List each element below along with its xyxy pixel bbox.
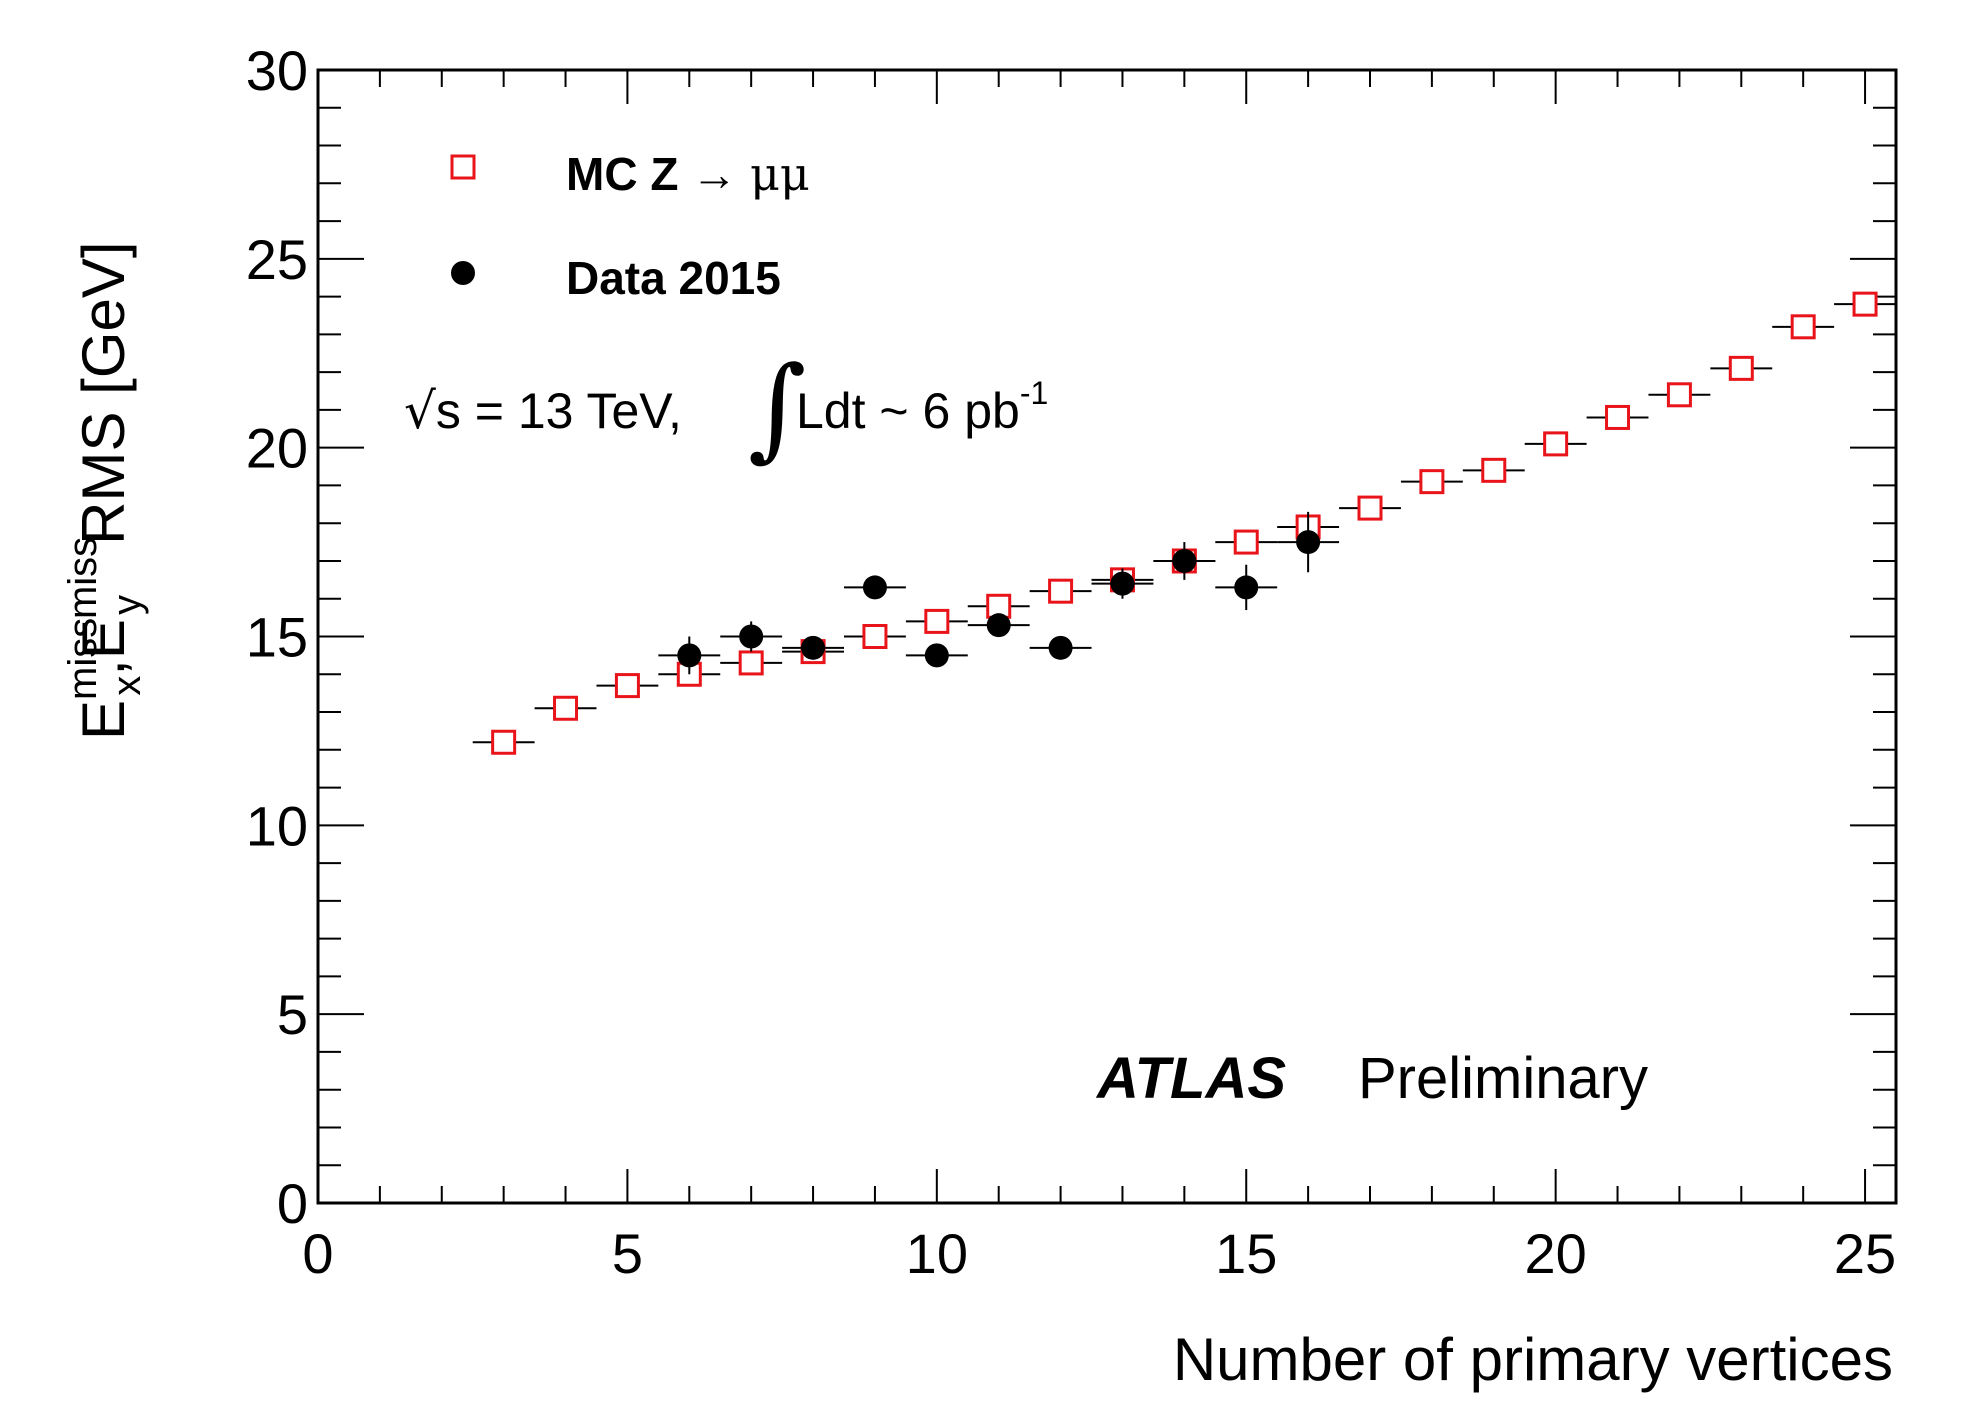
x-tick-label: 20 xyxy=(1524,1222,1586,1285)
y-tick-label: 10 xyxy=(246,794,308,857)
data-point xyxy=(677,643,702,668)
data-point xyxy=(924,643,949,668)
mc-point xyxy=(1790,314,1816,340)
sqrt-symbol: √ xyxy=(404,382,436,440)
preliminary-label: Preliminary xyxy=(1358,1046,1648,1111)
y-tick-label: 25 xyxy=(246,228,308,291)
mc-point xyxy=(1666,382,1692,408)
data-point xyxy=(801,635,826,660)
axis-ticks xyxy=(317,69,1896,1204)
y-tick-label: 20 xyxy=(246,417,308,480)
x-tick-label: 0 xyxy=(302,1222,333,1285)
data-point xyxy=(986,613,1011,638)
mc-point xyxy=(1543,431,1569,457)
mc-point xyxy=(553,695,579,721)
mc-point xyxy=(862,624,888,649)
legend-label-mc: MC Z → μμ xyxy=(566,147,810,201)
legend-marker-mc xyxy=(450,154,476,180)
mc-point xyxy=(614,673,640,699)
lumi-annotation: Ldt ~ 6 pb-1 xyxy=(796,375,1048,439)
data-series xyxy=(658,511,1340,675)
data-point xyxy=(1296,530,1321,555)
mc-point xyxy=(1419,469,1445,495)
y-axis-title: Emissx,EmissyRMS [GeV] xyxy=(61,241,149,740)
tick-labels: 0 5 10 15 20 25 0 5 10 15 20 25 30 xyxy=(246,39,1897,1285)
mc-point xyxy=(1048,578,1074,604)
mc-point xyxy=(1233,529,1259,555)
data-point xyxy=(1110,571,1135,596)
mc-point xyxy=(1852,291,1878,317)
mc-point xyxy=(924,608,950,634)
mc-point xyxy=(491,729,517,755)
atlas-label: ATLAS xyxy=(1095,1046,1286,1111)
y-tick-label: 0 xyxy=(277,1172,308,1235)
mc-point xyxy=(1605,404,1631,430)
data-point xyxy=(862,575,887,600)
legend-label-data: Data 2015 xyxy=(566,252,781,304)
x-tick-label: 15 xyxy=(1215,1222,1277,1285)
y-tick-label: 5 xyxy=(277,983,308,1046)
mc-point xyxy=(1728,355,1754,381)
x-tick-label: 10 xyxy=(906,1222,968,1285)
mc-point xyxy=(1357,495,1383,521)
data-point xyxy=(1172,548,1197,573)
mc-point xyxy=(738,650,764,676)
y-tick-label: 15 xyxy=(246,606,308,669)
y-tick-label: 30 xyxy=(246,39,308,102)
plot-frame xyxy=(316,68,1898,1205)
energy-lumi-annotation: √s = 13 TeV, xyxy=(404,382,682,440)
x-tick-label: 5 xyxy=(612,1222,643,1285)
x-axis-title: Number of primary vertices xyxy=(1173,1326,1893,1393)
mc-point xyxy=(1481,457,1507,483)
x-tick-label: 25 xyxy=(1834,1222,1896,1285)
data-point xyxy=(1234,575,1259,600)
data-point xyxy=(1048,635,1073,660)
svg-text:Emissx,EmissyRMS [GeV]: Emissx,EmissyRMS [GeV] xyxy=(61,241,149,740)
legend-marker-data xyxy=(451,261,475,285)
integral-symbol: ∫ xyxy=(748,343,806,473)
data-point xyxy=(739,624,764,649)
